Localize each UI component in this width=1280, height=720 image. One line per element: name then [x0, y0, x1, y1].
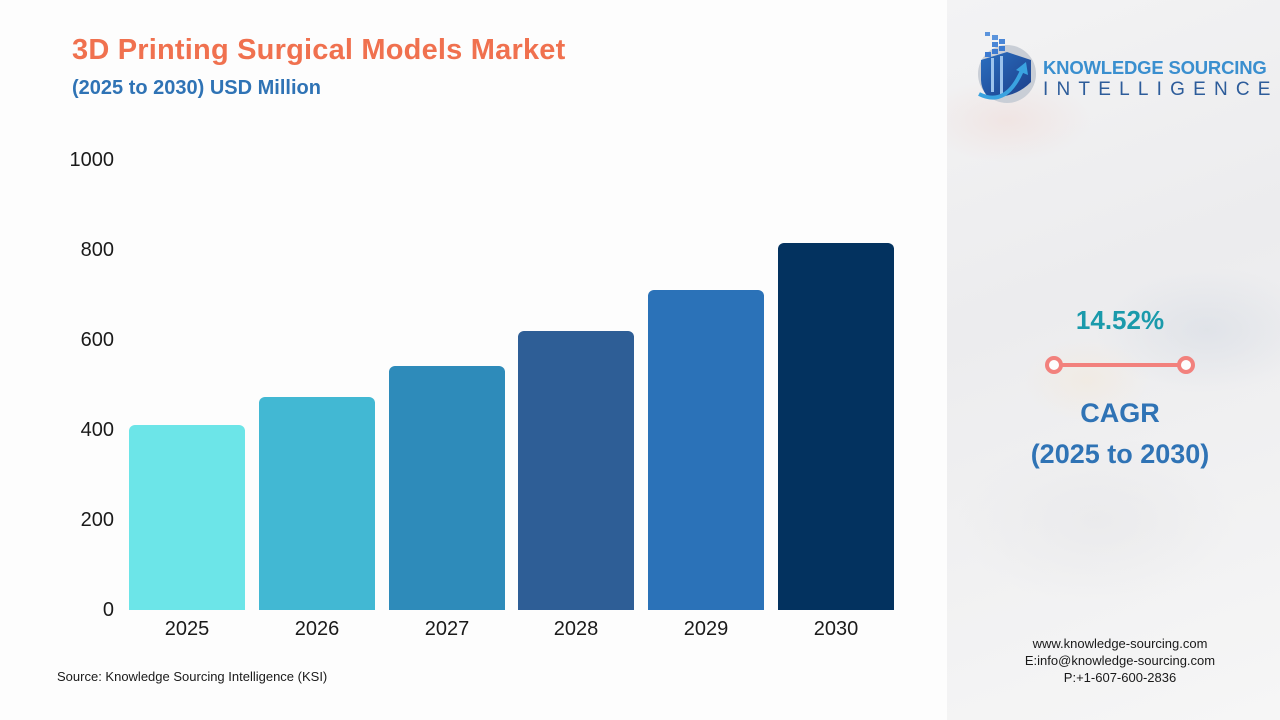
x-tick-label: 2027: [424, 618, 470, 640]
logo-emblem-icon: [978, 32, 1036, 103]
cagr-connector-icon: [1045, 356, 1195, 374]
cagr-value: 14.52%: [1075, 305, 1165, 335]
source-note: Source: Knowledge Sourcing Intelligence …: [57, 669, 328, 684]
bar-2025: [129, 424, 245, 610]
y-tick-label: 0: [102, 599, 114, 621]
x-tick-label: 2026: [294, 618, 340, 640]
y-tick-label: 400: [80, 419, 114, 441]
cagr-label: CAGR (2025 to 2030): [1000, 393, 1240, 475]
y-tick-label: 200: [80, 509, 114, 531]
contact-phone: P:+1-607-600-2836: [1063, 670, 1177, 685]
company-logo: KNOWLEDGE SOURCING INTELLIGENCE: [973, 30, 1273, 106]
x-tick-label: 2028: [553, 618, 599, 640]
contact-website: www.knowledge-sourcing.com: [1032, 636, 1208, 651]
y-tick-label: 800: [80, 239, 114, 261]
bar-2026: [259, 397, 375, 610]
y-tick-label: 1000: [69, 149, 115, 171]
logo-text-line2: INTELLIGENCE: [1043, 79, 1279, 100]
bar-2029: [648, 290, 764, 610]
cagr-label-line2: (2025 to 2030): [1030, 439, 1210, 469]
bar-2030: [778, 243, 894, 610]
bar-2028: [518, 330, 634, 610]
x-tick-label: 2025: [164, 618, 210, 640]
x-tick-label: 2030: [813, 618, 859, 640]
bar-2027: [389, 366, 505, 610]
cagr-label-line1: CAGR: [1080, 398, 1160, 428]
chart-title: 3D Printing Surgical Models Market: [72, 34, 566, 66]
contact-email: E:info@knowledge-sourcing.com: [1024, 653, 1216, 668]
x-tick-label: 2029: [683, 618, 729, 640]
y-tick-label: 600: [80, 329, 114, 351]
logo-text-line1: KNOWLEDGE SOURCING: [1043, 57, 1267, 78]
sidebar-panel: [947, 0, 1280, 720]
contact-info: www.knowledge-sourcing.com E:info@knowle…: [1000, 635, 1240, 686]
chart-subtitle: (2025 to 2030) USD Million: [72, 77, 321, 99]
